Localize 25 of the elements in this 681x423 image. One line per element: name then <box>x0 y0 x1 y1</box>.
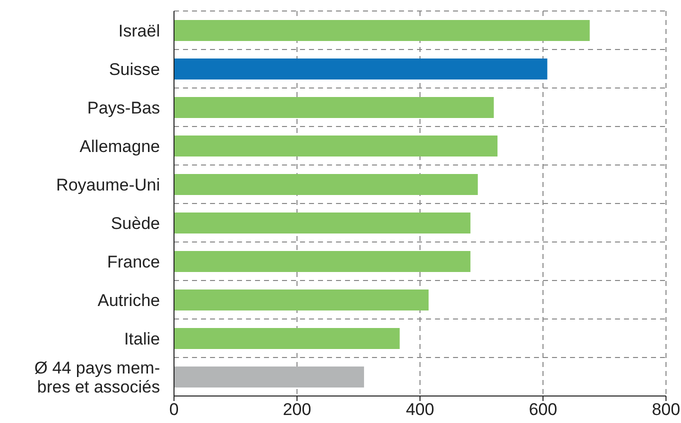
y-tick-label: Autriche <box>98 290 160 310</box>
bar <box>174 366 364 388</box>
bar <box>174 212 470 234</box>
y-tick-label: Royaume-Uni <box>56 174 160 194</box>
bar <box>174 20 590 41</box>
x-tick-label: 200 <box>282 400 312 420</box>
bar <box>174 97 494 118</box>
y-tick-label: Pays-Bas <box>87 98 160 117</box>
y-tick-label: France <box>107 252 160 271</box>
bar <box>174 58 548 80</box>
y-tick-label: Allemagne <box>80 136 160 156</box>
y-tick-label: Israël <box>118 20 160 40</box>
x-tick-label: 0 <box>169 400 179 420</box>
x-tick-label: 400 <box>406 400 434 420</box>
bar <box>174 251 470 272</box>
y-tick-label: Ø 44 pays mem- bres et associés <box>34 358 160 396</box>
y-tick-label: Suisse <box>108 59 160 78</box>
bar <box>174 328 400 349</box>
y-tick-label: Italie <box>124 328 160 348</box>
x-tick-label: 800 <box>652 400 680 420</box>
bar <box>174 136 498 156</box>
bar <box>174 290 429 310</box>
y-tick-label: Suède <box>110 213 160 232</box>
bar <box>174 174 478 195</box>
x-tick-label: 600 <box>528 400 558 420</box>
